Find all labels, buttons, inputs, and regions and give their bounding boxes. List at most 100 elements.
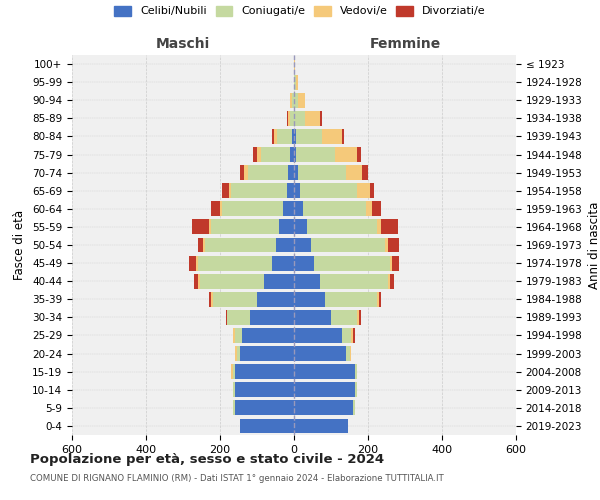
Bar: [342, 328, 352, 343]
Bar: [200, 274, 265, 288]
Bar: [377, 220, 381, 234]
Bar: [294, 202, 303, 216]
Bar: [349, 346, 352, 361]
Bar: [196, 256, 198, 270]
Bar: [294, 129, 296, 144]
Bar: [287, 184, 294, 198]
Bar: [379, 292, 381, 306]
Bar: [388, 238, 400, 252]
Bar: [212, 292, 257, 306]
Bar: [198, 256, 272, 270]
Bar: [294, 74, 296, 90]
Bar: [342, 129, 344, 144]
Bar: [294, 328, 342, 343]
Bar: [346, 165, 362, 180]
Bar: [292, 93, 294, 108]
Legend: Celibi/Nubili, Coniugati/e, Vedovi/e, Divorziati/e: Celibi/Nubili, Coniugati/e, Vedovi/e, Di…: [115, 6, 485, 16]
Bar: [241, 418, 294, 434]
Bar: [209, 220, 211, 234]
Bar: [233, 400, 235, 415]
Bar: [244, 165, 248, 180]
Bar: [290, 111, 294, 126]
Bar: [203, 238, 205, 252]
Bar: [227, 310, 250, 325]
Bar: [294, 56, 295, 72]
Bar: [279, 220, 294, 234]
Bar: [390, 274, 394, 288]
Bar: [359, 310, 361, 325]
Bar: [231, 184, 287, 198]
Bar: [294, 111, 305, 126]
Bar: [320, 274, 388, 288]
Bar: [235, 328, 242, 343]
Bar: [198, 238, 203, 252]
Bar: [242, 328, 294, 343]
Bar: [211, 220, 279, 234]
Bar: [260, 147, 290, 162]
Bar: [392, 256, 400, 270]
Bar: [275, 238, 294, 252]
Bar: [307, 220, 377, 234]
Bar: [241, 346, 294, 361]
Text: COMUNE DI RIGNANO FLAMINIO (RM) - Dati ISTAT 1° gennaio 2024 - Elaborazione TUTT: COMUNE DI RIGNANO FLAMINIO (RM) - Dati I…: [30, 474, 444, 483]
Bar: [372, 202, 381, 216]
Bar: [346, 346, 349, 361]
Bar: [294, 93, 298, 108]
Bar: [292, 129, 294, 144]
Bar: [294, 400, 353, 415]
Bar: [311, 238, 385, 252]
Bar: [294, 184, 299, 198]
Bar: [357, 184, 370, 198]
Bar: [290, 147, 294, 162]
Bar: [253, 147, 257, 162]
Bar: [377, 292, 379, 306]
Bar: [294, 220, 307, 234]
Bar: [248, 165, 289, 180]
Bar: [362, 165, 368, 180]
Bar: [209, 292, 211, 306]
Bar: [231, 364, 233, 379]
Bar: [211, 292, 212, 306]
Bar: [277, 129, 292, 144]
Bar: [331, 310, 357, 325]
Text: Femmine: Femmine: [370, 38, 440, 52]
Bar: [299, 184, 357, 198]
Bar: [229, 184, 231, 198]
Bar: [385, 238, 388, 252]
Bar: [355, 382, 357, 397]
Bar: [233, 382, 235, 397]
Y-axis label: Anni di nascita: Anni di nascita: [588, 202, 600, 288]
Bar: [222, 202, 283, 216]
Bar: [265, 274, 294, 288]
Bar: [294, 238, 311, 252]
Bar: [272, 256, 294, 270]
Bar: [194, 274, 198, 288]
Bar: [294, 346, 346, 361]
Bar: [294, 256, 314, 270]
Bar: [235, 346, 236, 361]
Bar: [335, 147, 357, 162]
Bar: [353, 328, 355, 343]
Bar: [294, 310, 331, 325]
Bar: [235, 400, 294, 415]
Bar: [296, 129, 322, 144]
Bar: [355, 364, 357, 379]
Bar: [357, 147, 361, 162]
Bar: [250, 310, 294, 325]
Bar: [205, 238, 275, 252]
Bar: [226, 310, 227, 325]
Bar: [294, 147, 296, 162]
Text: Popolazione per età, sesso e stato civile - 2024: Popolazione per età, sesso e stato civil…: [30, 452, 384, 466]
Bar: [294, 364, 355, 379]
Bar: [272, 129, 274, 144]
Bar: [370, 184, 374, 198]
Bar: [294, 165, 298, 180]
Bar: [296, 74, 298, 90]
Bar: [236, 346, 241, 361]
Bar: [322, 129, 342, 144]
Bar: [298, 165, 346, 180]
Bar: [294, 418, 347, 434]
Bar: [198, 274, 200, 288]
Bar: [222, 184, 229, 198]
Bar: [289, 111, 290, 126]
